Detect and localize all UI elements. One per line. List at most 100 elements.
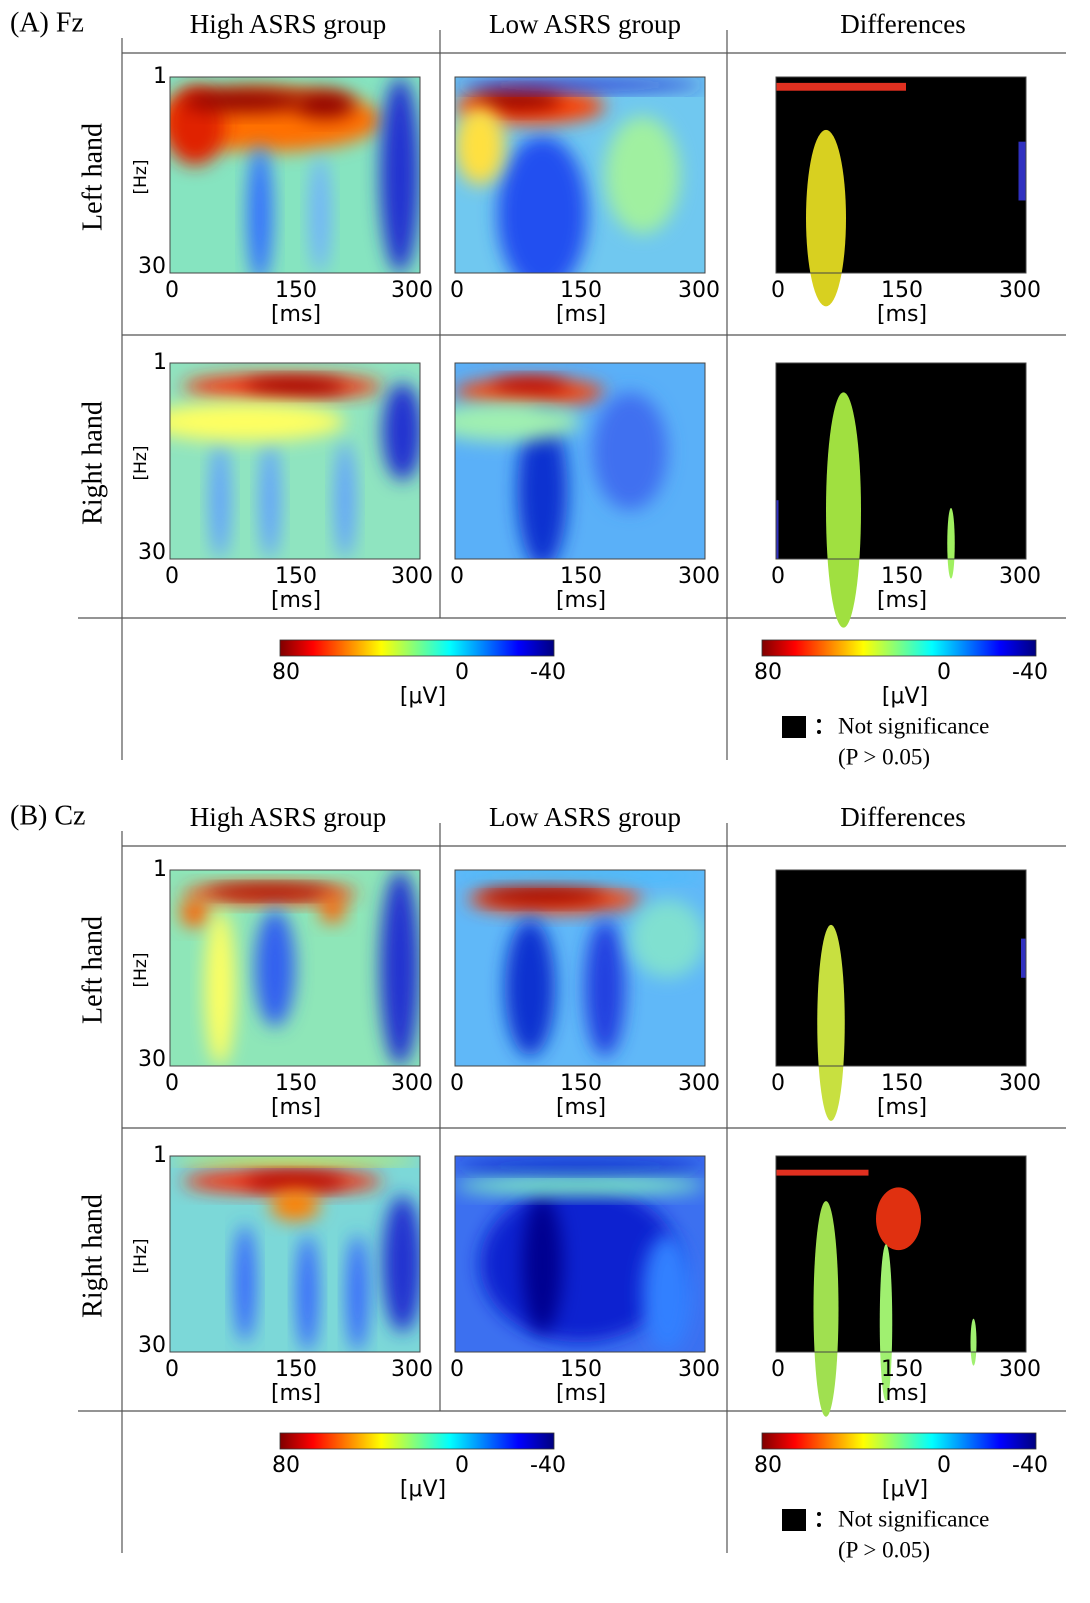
label: 300 — [678, 1071, 720, 1096]
label: 0 — [771, 564, 785, 589]
label: 0 — [771, 1357, 785, 1382]
label: -40 — [1012, 1453, 1048, 1478]
label: 150 — [560, 1357, 602, 1382]
label: 150 — [881, 278, 923, 303]
heat-blob — [245, 378, 345, 395]
legend-colon — [817, 1523, 821, 1527]
label: 30 — [138, 540, 166, 565]
label: 0 — [450, 1071, 464, 1096]
map-border — [454, 1155, 706, 1353]
colorbar — [279, 1432, 555, 1450]
label: 300 — [999, 1071, 1041, 1096]
sig-region — [776, 82, 906, 91]
sig-region — [876, 1187, 921, 1251]
heat-blob — [455, 1175, 705, 1196]
label: 1 — [153, 1143, 167, 1168]
heatmap — [170, 77, 420, 273]
label: [ms] — [877, 588, 927, 613]
heat-blob — [297, 1234, 318, 1352]
label: 300 — [999, 278, 1041, 303]
legend-swatch — [782, 1509, 806, 1531]
label: 300 — [999, 1357, 1041, 1382]
diff-bg — [776, 1156, 1026, 1352]
label: [ms] — [271, 1381, 321, 1406]
heat-blob — [170, 402, 345, 442]
label: 150 — [275, 564, 317, 589]
map-border — [454, 869, 706, 1067]
heat-blob — [260, 441, 280, 559]
heat-blob — [605, 116, 680, 234]
heat-blob — [207, 885, 333, 898]
label: (P > 0.05) — [838, 1537, 930, 1562]
heatmap — [455, 363, 705, 559]
legend-colon — [817, 730, 821, 734]
heat-blob — [455, 1159, 705, 1172]
heat-blob — [592, 392, 668, 511]
label: Low ASRS group — [489, 802, 681, 832]
label: Right hand — [77, 401, 108, 525]
map-border — [169, 362, 421, 560]
sig-region — [1021, 938, 1026, 978]
label: 150 — [275, 1357, 317, 1382]
label: 150 — [560, 1071, 602, 1096]
label: (A) Fz — [10, 7, 84, 38]
map-border — [775, 76, 1027, 274]
map-border — [454, 362, 706, 560]
label: 300 — [678, 564, 720, 589]
label: [μV] — [882, 1477, 928, 1502]
sig-region — [776, 1169, 869, 1176]
heat-blob — [382, 382, 420, 481]
label: [Hz] — [131, 446, 151, 481]
heat-blob — [235, 1224, 255, 1343]
heatmap — [170, 1156, 420, 1352]
label: [ms] — [877, 1095, 927, 1120]
heat-blob — [270, 1189, 320, 1221]
heat-blob — [180, 899, 210, 927]
sig-region — [970, 1318, 977, 1366]
heat-blob — [255, 909, 295, 1027]
heat-blob — [642, 1234, 693, 1352]
label: 80 — [754, 660, 782, 685]
map-border — [775, 362, 1027, 560]
label: 0 — [450, 564, 464, 589]
sig-region — [826, 392, 861, 628]
heat-blob — [245, 1173, 345, 1190]
diff-bg — [776, 870, 1026, 1066]
label: [μV] — [400, 684, 446, 709]
heatmap — [170, 363, 420, 559]
label: 1 — [153, 350, 167, 375]
heat-blob — [247, 145, 273, 273]
label: 0 — [165, 1357, 179, 1382]
label: Low ASRS group — [489, 9, 681, 39]
label: (B) Cz — [10, 800, 85, 831]
label: [ms] — [556, 1095, 606, 1120]
heat-blob — [210, 441, 230, 559]
label: 150 — [275, 1071, 317, 1096]
heat-blob — [182, 88, 308, 113]
label: 150 — [560, 278, 602, 303]
label: 1 — [153, 64, 167, 89]
heatmap — [455, 1156, 705, 1352]
label: Differences — [840, 9, 965, 39]
sig-region — [947, 508, 955, 579]
label: 300 — [391, 1357, 433, 1382]
label: 300 — [999, 564, 1041, 589]
label: [ms] — [556, 588, 606, 613]
label: 0 — [455, 660, 469, 685]
label: 80 — [754, 1453, 782, 1478]
label: [ms] — [271, 302, 321, 327]
label: 30 — [138, 1333, 166, 1358]
map-border — [169, 1155, 421, 1353]
heat-blob — [380, 77, 420, 273]
label: 150 — [275, 278, 317, 303]
label: Right hand — [77, 1194, 108, 1318]
sig-region — [776, 500, 779, 559]
legend-swatch — [782, 716, 806, 738]
heat-blob — [205, 909, 235, 1066]
heatmap — [455, 870, 705, 1066]
heat-blob — [472, 90, 563, 111]
sig-region — [1018, 141, 1026, 201]
heat-blob — [455, 402, 580, 442]
map-border — [169, 869, 421, 1067]
heat-blob — [380, 870, 420, 1066]
